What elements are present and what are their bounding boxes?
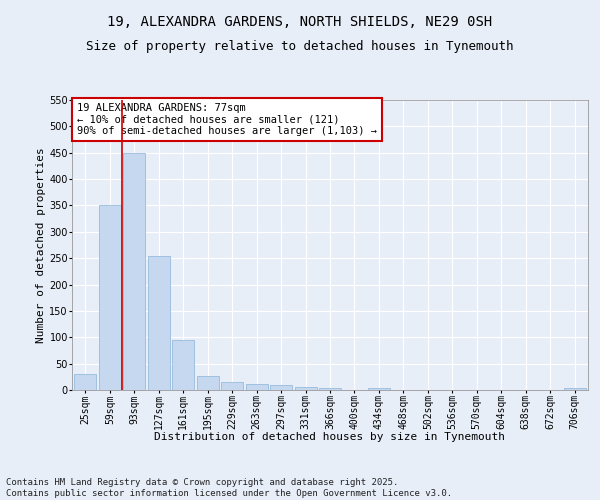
X-axis label: Distribution of detached houses by size in Tynemouth: Distribution of detached houses by size … xyxy=(155,432,505,442)
Bar xyxy=(319,388,341,390)
Bar xyxy=(74,374,97,390)
Y-axis label: Number of detached properties: Number of detached properties xyxy=(37,147,46,343)
Bar xyxy=(148,256,170,390)
Text: Size of property relative to detached houses in Tynemouth: Size of property relative to detached ho… xyxy=(86,40,514,53)
Bar xyxy=(245,384,268,390)
Text: Contains HM Land Registry data © Crown copyright and database right 2025.
Contai: Contains HM Land Registry data © Crown c… xyxy=(6,478,452,498)
Bar xyxy=(368,388,390,390)
Bar xyxy=(563,388,586,390)
Bar xyxy=(197,376,219,390)
Bar xyxy=(172,340,194,390)
Bar xyxy=(270,386,292,390)
Bar xyxy=(99,206,121,390)
Bar xyxy=(295,388,317,390)
Text: 19, ALEXANDRA GARDENS, NORTH SHIELDS, NE29 0SH: 19, ALEXANDRA GARDENS, NORTH SHIELDS, NE… xyxy=(107,15,493,29)
Text: 19 ALEXANDRA GARDENS: 77sqm
← 10% of detached houses are smaller (121)
90% of se: 19 ALEXANDRA GARDENS: 77sqm ← 10% of det… xyxy=(77,103,377,136)
Bar xyxy=(221,382,243,390)
Bar xyxy=(124,152,145,390)
